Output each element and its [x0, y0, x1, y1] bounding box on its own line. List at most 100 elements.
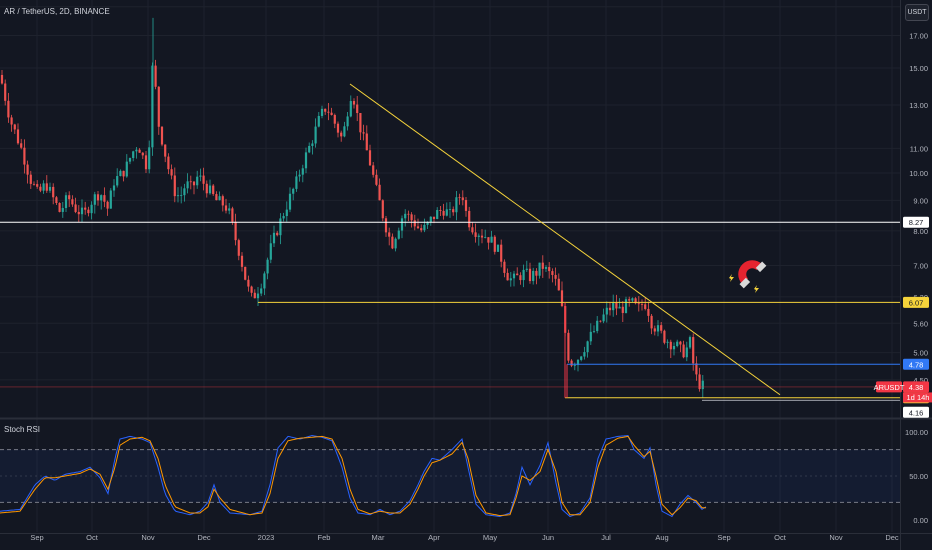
candle-body	[612, 302, 615, 311]
time-tick-label: Apr	[428, 533, 440, 542]
candle-body	[189, 181, 192, 183]
candle-body	[660, 325, 663, 331]
candle-body	[698, 374, 701, 390]
candle-body	[359, 113, 362, 133]
candle-body	[282, 216, 285, 219]
candle-body	[80, 207, 84, 215]
candle-body	[624, 299, 628, 313]
rsi-tick-label: 50.00	[909, 472, 928, 481]
candle-body	[266, 259, 269, 274]
candle-body	[138, 149, 141, 153]
price-tick-label: 5.60	[913, 319, 928, 328]
candle-body	[436, 210, 439, 219]
candle-body	[628, 299, 631, 301]
descending-trendline	[349, 83, 781, 396]
trendline[interactable]	[349, 83, 781, 396]
candle-body	[285, 209, 288, 217]
candle-body	[445, 209, 448, 216]
candle-body	[580, 356, 583, 360]
candle-body	[26, 164, 29, 175]
candle-body	[439, 210, 442, 211]
candle-body	[487, 237, 490, 243]
rsi-tick-label: 100.00	[905, 428, 928, 437]
candle-body	[170, 169, 173, 176]
price-tick-label: 13.00	[909, 101, 928, 110]
candle-body	[343, 126, 346, 137]
candle-body	[480, 235, 484, 238]
candle-body	[23, 147, 26, 165]
candle-body	[186, 181, 189, 189]
time-tick-label: Nov	[829, 533, 843, 542]
candle-body	[602, 314, 605, 322]
candle-body	[676, 341, 679, 346]
candle-body	[554, 274, 557, 279]
price-tick-label: 8.00	[913, 227, 928, 236]
candle-body	[349, 101, 352, 117]
candle-body	[576, 359, 580, 366]
time-tick-label: Mar	[372, 533, 385, 542]
candle-body	[538, 262, 541, 276]
time-tick-label: Feb	[318, 533, 331, 542]
candle-body	[413, 220, 416, 227]
candle-body	[432, 216, 436, 219]
candle-body	[317, 115, 320, 127]
candle-body	[295, 176, 298, 189]
candle-body	[461, 197, 464, 201]
candle-body	[330, 112, 333, 115]
price-tick-label: 5.00	[913, 349, 928, 358]
candle-body	[164, 144, 167, 157]
candle-body	[45, 183, 48, 191]
currency-button[interactable]: USDT	[905, 4, 929, 21]
candle-body	[327, 111, 330, 113]
candle-body	[586, 341, 589, 353]
price-tick-label: 17.00	[909, 32, 928, 41]
candle-body	[468, 210, 471, 228]
candle-body	[141, 152, 144, 156]
candle-body	[336, 123, 340, 133]
candle-body	[516, 273, 519, 276]
badge-support-6: 6.07	[909, 298, 924, 307]
candle-body	[573, 365, 576, 366]
candle-body	[154, 65, 157, 87]
candle-body	[474, 232, 477, 237]
candle-body	[688, 337, 692, 348]
countdown-label: 1d 14h	[907, 393, 930, 402]
rsi-tick-label: 0.00	[913, 516, 928, 525]
candle-body	[548, 267, 551, 272]
price-tick-label: 4.50	[913, 376, 928, 385]
price-tick-label: 11.00	[910, 144, 928, 153]
candle-body	[55, 197, 58, 204]
candle-body	[202, 175, 205, 184]
price-levels[interactable]	[0, 221, 900, 401]
time-tick-label: Nov	[141, 533, 155, 542]
candle-body	[618, 306, 621, 309]
candle-body	[96, 194, 100, 201]
badge-support-4.78-bg	[903, 358, 929, 370]
candle-body	[250, 286, 253, 293]
candle-body	[372, 165, 375, 175]
candle-body	[100, 195, 103, 201]
candle-body	[346, 116, 349, 127]
candle-body	[13, 124, 16, 130]
candle-body	[685, 347, 688, 358]
candle-body	[471, 227, 474, 233]
time-axis[interactable]: Sep Oct Nov Dec 2023 Feb Mar Apr May Jun Jul Aug Sep…	[30, 533, 899, 542]
candle-body	[423, 224, 426, 231]
candle-body	[173, 175, 176, 197]
candle-body	[292, 188, 295, 194]
time-tick-label: Sep	[30, 533, 43, 542]
time-tick-label: Dec	[197, 533, 211, 542]
candle-body	[103, 195, 106, 202]
candle-body	[442, 210, 445, 216]
candle-body	[52, 186, 55, 198]
candle-body	[541, 262, 544, 269]
stoch-rsi-lines	[0, 434, 707, 518]
time-tick-label: Jun	[542, 533, 554, 542]
candle-body	[119, 170, 122, 177]
candle-body	[58, 203, 61, 212]
candle-body	[128, 158, 132, 162]
candle-body	[212, 185, 215, 195]
candle-body	[180, 195, 183, 196]
